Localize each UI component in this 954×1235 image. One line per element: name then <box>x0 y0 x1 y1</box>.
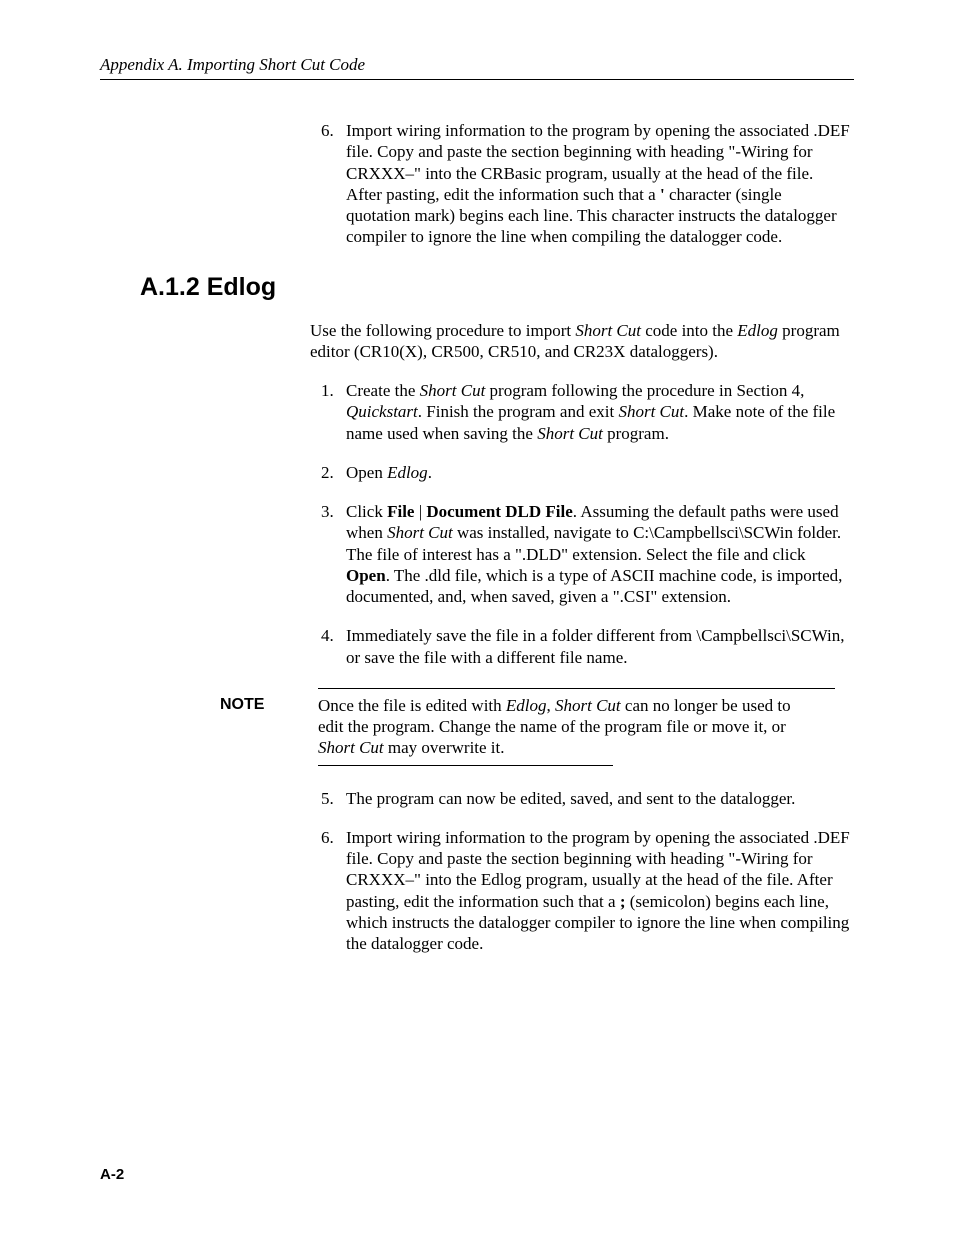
continued-step-6: Import wiring information to the program… <box>338 120 850 248</box>
note-text: Once the file is edited with Edlog, Shor… <box>318 695 818 759</box>
note-block: NOTE Once the file is edited with Edlog,… <box>220 688 835 766</box>
page-number: A-2 <box>100 1166 124 1183</box>
note-rule-bottom <box>318 765 613 766</box>
note-label: NOTE <box>220 695 318 714</box>
steps-5-6-block: The program can now be edited, saved, an… <box>310 788 850 955</box>
step-3: Click File | Document DLD File. Assuming… <box>338 501 850 607</box>
intro-paragraph: Use the following procedure to import Sh… <box>310 320 850 363</box>
ordered-list-1-4: Create the Short Cut program following t… <box>310 380 850 668</box>
step-1: Create the Short Cut program following t… <box>338 380 850 444</box>
steps-1-4-block: Create the Short Cut program following t… <box>310 380 850 668</box>
step-6: Import wiring information to the program… <box>338 827 850 955</box>
step-5: The program can now be edited, saved, an… <box>338 788 850 809</box>
running-header: Appendix A. Importing Short Cut Code <box>100 55 854 80</box>
section-heading: A.1.2 Edlog <box>140 273 854 302</box>
continued-list-block: Import wiring information to the program… <box>310 120 850 248</box>
continued-ordered-list: Import wiring information to the program… <box>310 120 850 248</box>
step-4: Immediately save the file in a folder di… <box>338 625 850 668</box>
document-page: Appendix A. Importing Short Cut Code Imp… <box>0 0 954 1235</box>
ordered-list-5-6: The program can now be edited, saved, an… <box>310 788 850 955</box>
step-2: Open Edlog. <box>338 462 850 483</box>
